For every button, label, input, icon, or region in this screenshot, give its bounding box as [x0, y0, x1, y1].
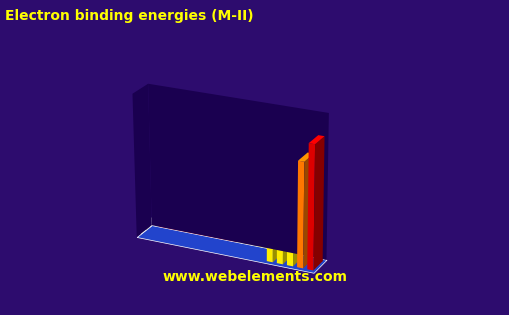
Text: Electron binding energies (M-II): Electron binding energies (M-II) [5, 9, 253, 23]
Text: www.webelements.com: www.webelements.com [162, 270, 347, 284]
